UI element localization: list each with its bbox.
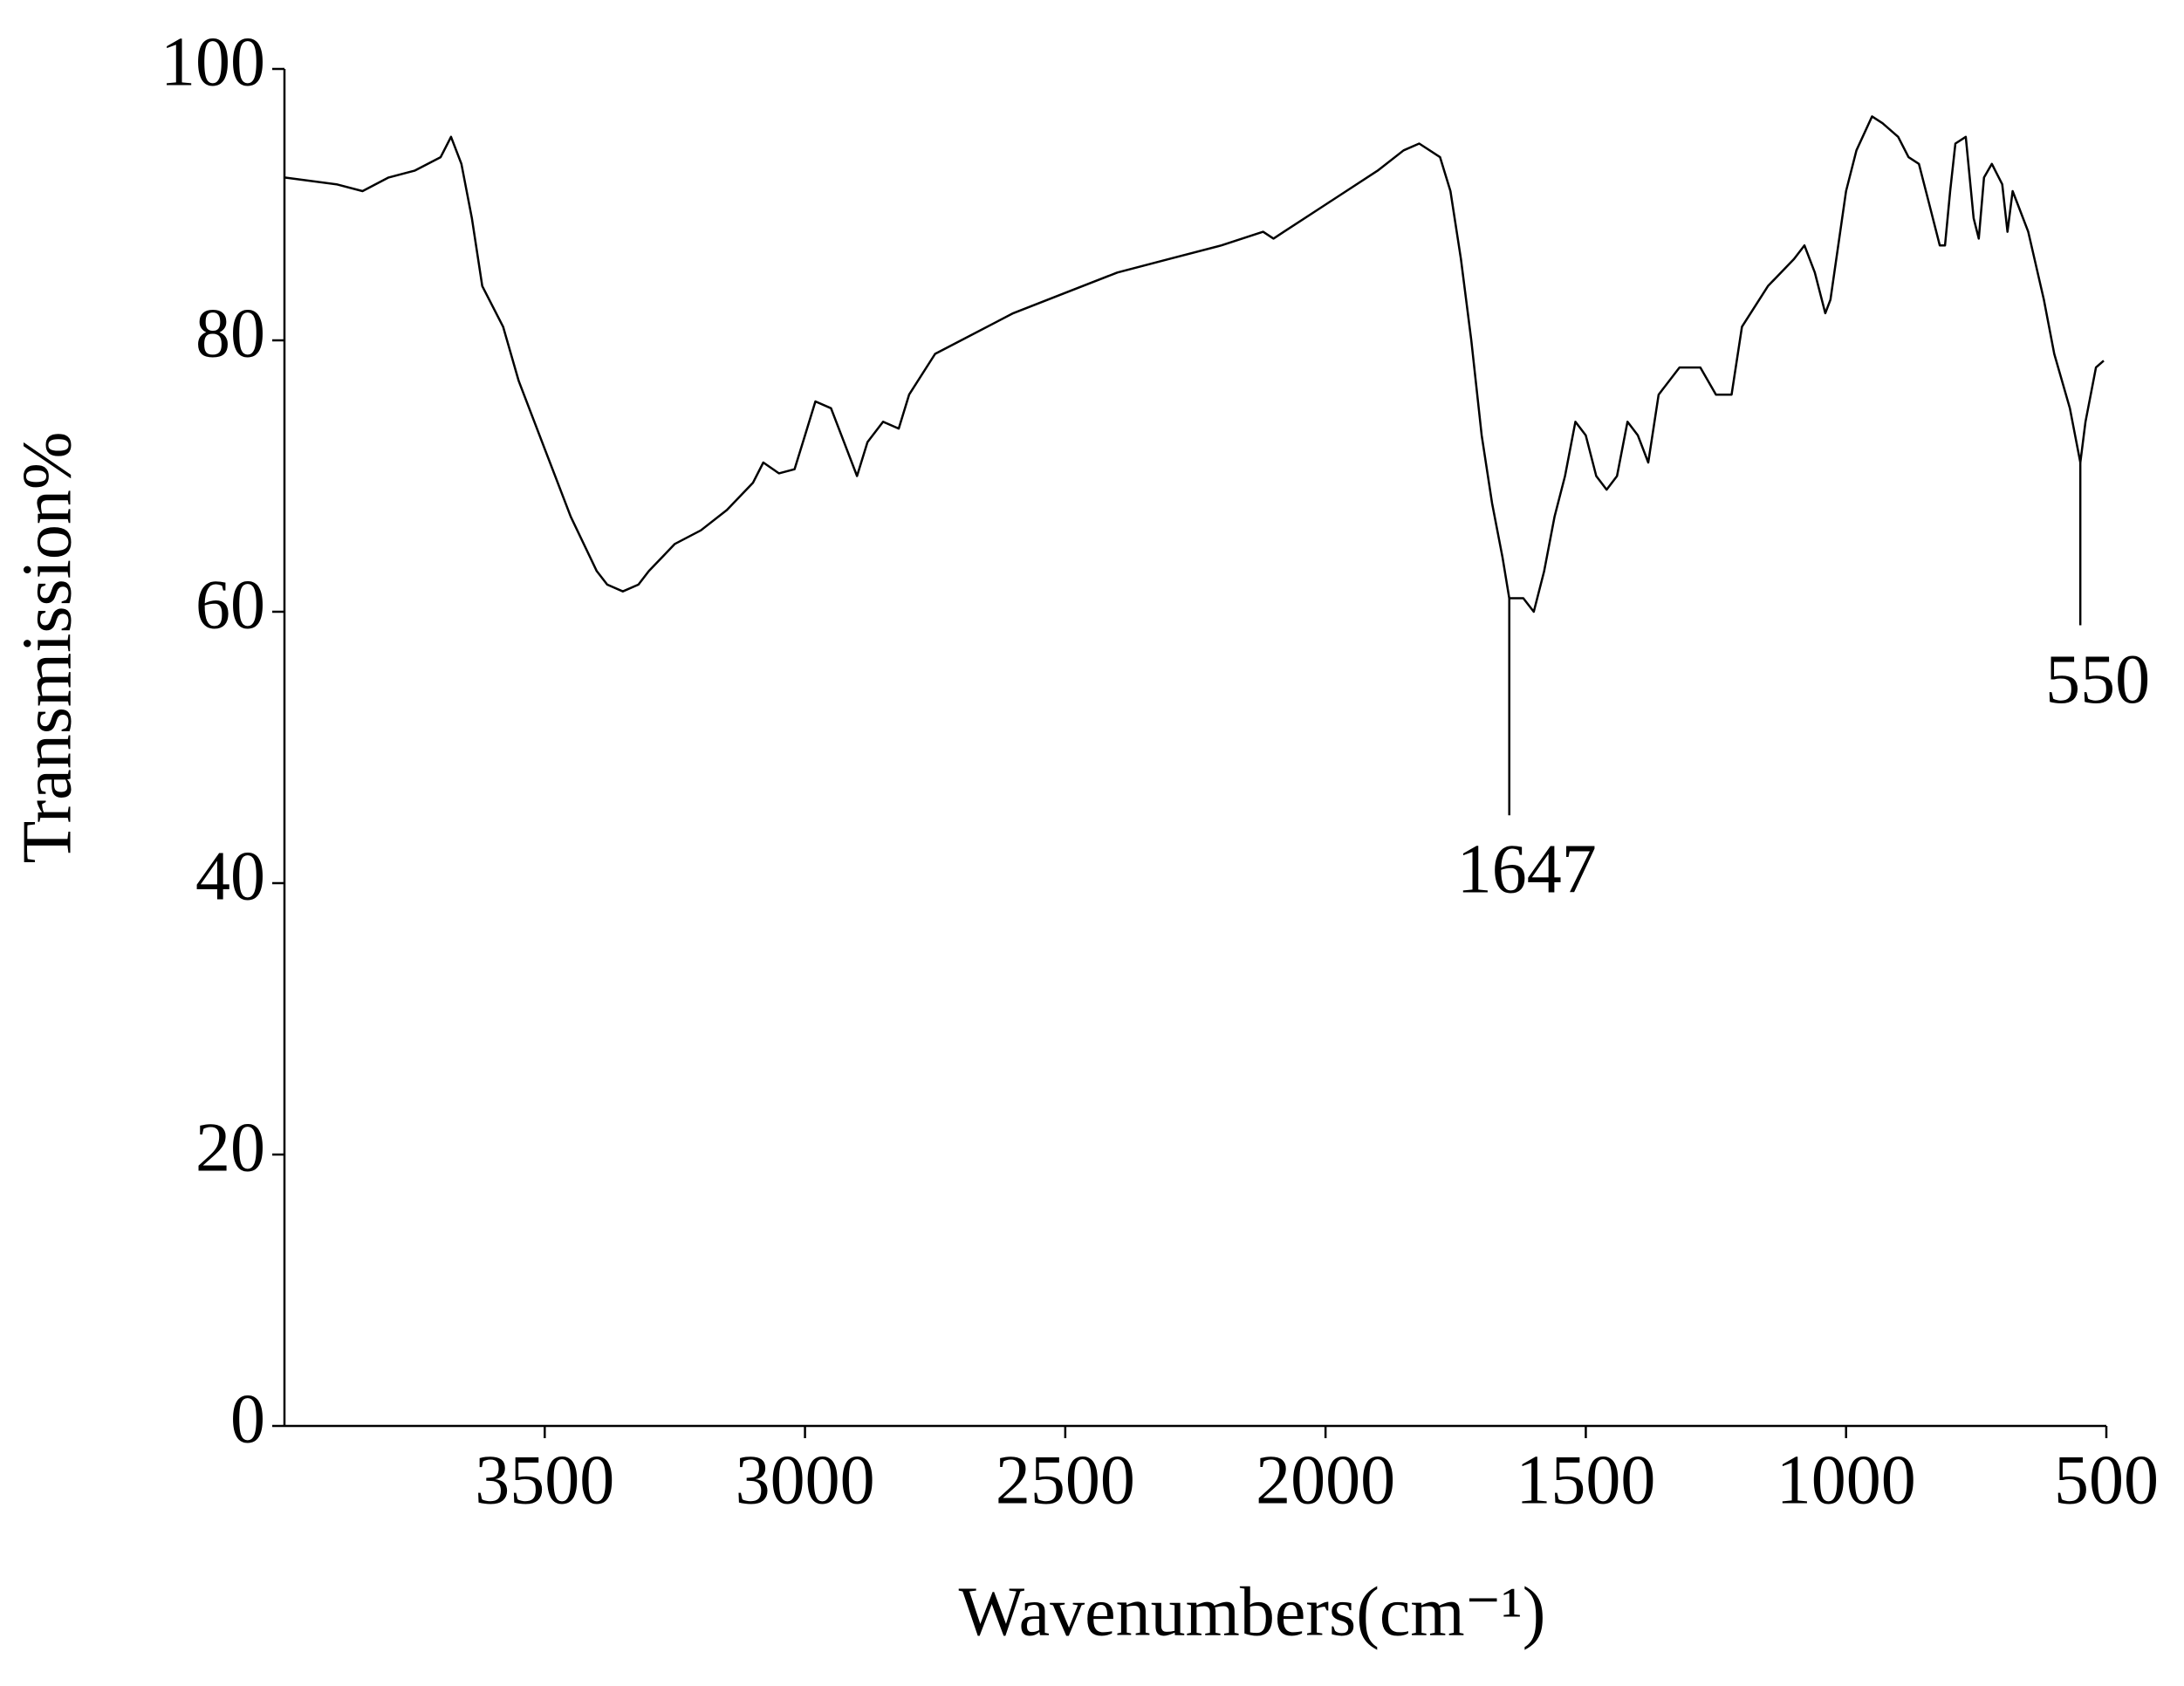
spectrum-line: [284, 115, 2105, 613]
x-axis-label: Wavenumbers(cm⁻¹): [959, 1573, 1546, 1650]
y-tick-label: 80: [195, 295, 265, 372]
y-tick-label: 20: [195, 1109, 265, 1186]
x-tick-label: 2000: [1256, 1442, 1395, 1518]
y-axis-label: Transmission%: [9, 432, 86, 864]
x-tick-label: 1000: [1777, 1442, 1916, 1518]
x-tick-label: 3000: [736, 1442, 875, 1518]
x-tick-label: 2500: [996, 1442, 1135, 1518]
y-tick-label: 60: [195, 566, 265, 643]
annotation-label: 1647: [1457, 832, 1597, 908]
y-tick-label: 0: [230, 1381, 265, 1457]
x-tick-label: 500: [2054, 1442, 2159, 1518]
y-tick-label: 100: [161, 24, 265, 100]
annotation-label: 550: [2045, 641, 2150, 718]
x-tick-label: 3500: [475, 1442, 614, 1518]
y-tick-label: 40: [195, 838, 265, 915]
x-tick-label: 1500: [1516, 1442, 1655, 1518]
